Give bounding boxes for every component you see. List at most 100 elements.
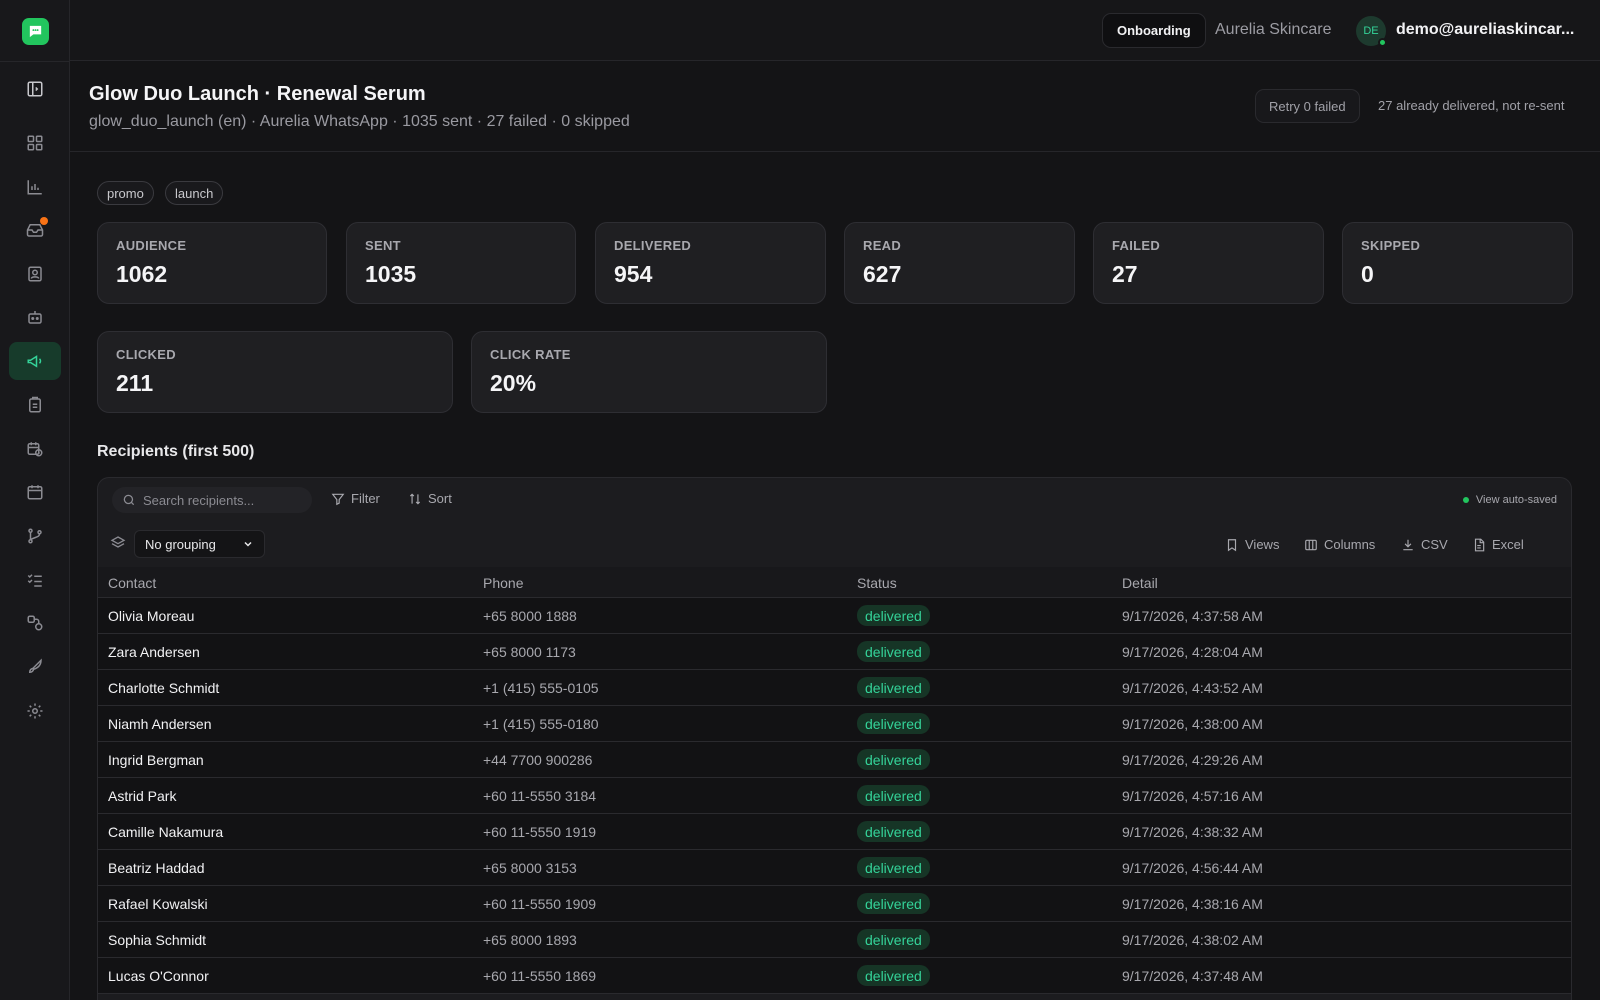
table-row[interactable]: Olivia Moreau +65 8000 1888 delivered 9/… (98, 598, 1571, 634)
table-row[interactable]: Astrid Park +60 11-5550 3184 delivered 9… (98, 778, 1571, 814)
nav-integrations[interactable] (9, 604, 61, 642)
status-badge: delivered (857, 965, 930, 986)
detail-cell: 9/17/2026, 4:38:00 AM (1122, 716, 1263, 732)
org-switcher[interactable]: Aurelia Skincare (1215, 21, 1332, 38)
stat-card-clicked: CLICKED 211 (97, 331, 453, 413)
detail-cell: 9/17/2026, 4:43:52 AM (1122, 680, 1263, 696)
stat-label: DELIVERED (614, 238, 692, 253)
layers-icon (110, 536, 126, 548)
branch-icon (28, 528, 42, 544)
nav-settings[interactable] (9, 692, 61, 730)
autosave-label: View auto-saved (1475, 494, 1557, 506)
sidebar (0, 0, 70, 1000)
detail-cell: 9/17/2026, 4:38:02 AM (1122, 932, 1263, 948)
columns-button[interactable]: Columns (1304, 537, 1375, 552)
bookmark-icon (1227, 538, 1237, 551)
stat-label: FAILED (1112, 238, 1161, 253)
stat-label: SENT (365, 238, 401, 253)
column-header-detail[interactable]: Detail (1122, 575, 1158, 591)
excel-export-button[interactable]: Excel (1472, 537, 1524, 552)
table-row[interactable]: Beatriz Haddad +65 8000 3153 delivered 9… (98, 850, 1571, 886)
retry-failed-button[interactable]: Retry 0 failed (1255, 89, 1360, 123)
chevron-down-icon (244, 541, 252, 547)
phone-cell: +1 (415) 555-0180 (483, 716, 599, 732)
online-status-dot (1378, 38, 1387, 47)
table-row[interactable]: Zara Andersen +65 8000 1173 delivered 9/… (98, 634, 1571, 670)
nav-calendar[interactable] (9, 473, 61, 511)
chart-icon (27, 180, 42, 195)
nav-contacts[interactable] (9, 255, 61, 293)
nav-launch[interactable] (9, 648, 61, 686)
stat-card-click-rate: CLICK RATE 20% (471, 331, 827, 413)
stat-label: CLICKED (116, 347, 176, 362)
file-icon (1474, 538, 1485, 551)
status-badge: delivered (857, 821, 930, 842)
phone-cell: +60 11-5550 1919 (483, 824, 597, 840)
nav-dashboard[interactable] (9, 124, 61, 162)
tag-chip[interactable]: launch (165, 181, 224, 205)
csv-export-button[interactable]: CSV (1401, 537, 1448, 552)
contact-cell: Camille Nakamura (108, 824, 224, 840)
stat-value: 20% (490, 370, 537, 396)
stat-value: 1035 (365, 261, 417, 287)
grouping-select[interactable]: No grouping (134, 530, 265, 558)
stat-card-skipped: SKIPPED 0 (1342, 222, 1573, 304)
phone-cell: +65 8000 1888 (483, 608, 577, 624)
status-badge: delivered (857, 641, 930, 662)
column-header-status[interactable]: Status (857, 575, 897, 591)
nav-tasks[interactable] (9, 561, 61, 599)
column-header-contact[interactable]: Contact (108, 575, 157, 591)
nav-flows[interactable] (9, 517, 61, 555)
calendar-icon (27, 485, 43, 500)
page-title: Glow Duo Launch · Renewal Serum (89, 83, 426, 105)
nav-schedules[interactable] (9, 430, 61, 468)
avatar-initials: DE (1363, 25, 1379, 37)
onboarding-button[interactable]: Onboarding (1102, 13, 1206, 48)
table-row[interactable]: Sophia Schmidt +65 8000 1893 delivered 9… (98, 922, 1571, 958)
rocket-icon (28, 658, 42, 674)
detail-cell: 9/17/2026, 4:37:48 AM (1122, 968, 1263, 984)
status-badge: delivered (857, 713, 930, 734)
table-row[interactable]: Niamh Andersen +1 (415) 555-0180 deliver… (98, 706, 1571, 742)
user-email[interactable]: demo@aureliaskincar... (1396, 21, 1575, 38)
sidebar-toggle-icon[interactable] (26, 80, 44, 98)
settings-icon (27, 703, 43, 719)
nav-campaigns[interactable] (9, 342, 61, 380)
stat-card-read: READ 627 (844, 222, 1075, 304)
search-box[interactable] (112, 487, 312, 513)
retry-note: 27 already delivered, not re-sent (1378, 98, 1565, 113)
nav-analytics[interactable] (9, 168, 61, 206)
table-row[interactable]: Lucas O'Connor +60 11-5550 1869 delivere… (98, 958, 1571, 994)
table-row[interactable]: Camille Nakamura +60 11-5550 1919 delive… (98, 814, 1571, 850)
grouping-value: No grouping (145, 536, 216, 552)
tag-chip[interactable]: promo (97, 181, 154, 205)
search-input[interactable] (143, 492, 303, 508)
app-logo-icon[interactable] (22, 18, 49, 45)
status-badge: delivered (857, 929, 930, 950)
status-badge: delivered (857, 749, 930, 770)
status-badge: delivered (857, 857, 930, 878)
column-header-phone[interactable]: Phone (483, 575, 524, 591)
table-row[interactable]: Rafael Kowalski +60 11-5550 1909 deliver… (98, 886, 1571, 922)
nav-templates[interactable] (9, 386, 61, 424)
phone-cell: +60 11-5550 3184 (483, 788, 597, 804)
views-button[interactable]: Views (1225, 537, 1279, 552)
filter-button[interactable]: Filter (331, 491, 380, 506)
autosave-dot (1462, 497, 1469, 503)
table-row[interactable]: Charlotte Schmidt +1 (415) 555-0105 deli… (98, 670, 1571, 706)
detail-cell: 9/17/2026, 4:57:16 AM (1122, 788, 1263, 804)
nav-inbox[interactable] (9, 211, 61, 249)
contacts-icon (28, 266, 42, 282)
top-bar: Onboarding Aurelia Skincare DE demo@aure… (70, 0, 1600, 61)
table-toolbar: Filter Sort View auto-saved (98, 478, 1571, 522)
views-label: Views (1245, 537, 1280, 552)
table-row[interactable]: Ingrid Bergman +44 7700 900286 delivered… (98, 742, 1571, 778)
sidebar-divider (0, 61, 70, 62)
sort-button[interactable]: Sort (408, 491, 452, 506)
sort-icon (409, 493, 421, 504)
recipients-table-panel: Filter Sort View auto-saved No grouping … (97, 477, 1572, 1000)
nav-bots[interactable] (9, 298, 61, 336)
avatar[interactable]: DE (1356, 16, 1387, 47)
contact-cell: Beatriz Haddad (108, 860, 205, 876)
detail-cell: 9/17/2026, 4:28:04 AM (1122, 644, 1263, 660)
